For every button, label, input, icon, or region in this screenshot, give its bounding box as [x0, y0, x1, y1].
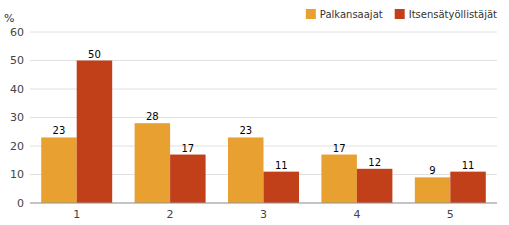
bar: [264, 172, 299, 203]
y-tick-label: 40: [10, 83, 24, 96]
legend-label: Itsensätyöllistäjät: [409, 9, 497, 20]
bar: [170, 155, 205, 203]
bar: [357, 169, 392, 203]
chart: 0102030405060%232823179501711121112345It…: [0, 0, 509, 225]
bar: [415, 177, 450, 203]
data-label: 17: [181, 143, 194, 154]
y-tick-label: 10: [10, 168, 24, 181]
y-tick-label: 20: [10, 140, 24, 153]
data-label: 11: [275, 160, 288, 171]
x-tick-label: 2: [167, 208, 174, 221]
y-tick-label: 30: [10, 111, 24, 124]
data-label: 28: [146, 111, 159, 122]
y-tick-label: 0: [17, 197, 24, 210]
x-tick-label: 5: [447, 208, 454, 221]
data-label: 50: [88, 49, 101, 60]
data-label: 9: [429, 165, 435, 176]
data-label: 12: [368, 157, 381, 168]
grid-line: [30, 32, 497, 33]
bar: [450, 172, 485, 203]
x-tick-label: 3: [260, 208, 267, 221]
legend-label: Palkansaajat: [320, 9, 383, 20]
y-tick-label: 50: [10, 54, 24, 67]
bar: [228, 137, 263, 203]
bar: [135, 123, 170, 203]
x-tick-label: 4: [353, 208, 360, 221]
data-label: 23: [239, 125, 252, 136]
data-label: 17: [333, 143, 346, 154]
bar: [41, 137, 76, 203]
grid-line: [30, 203, 497, 204]
bars: [41, 61, 486, 204]
data-label: 11: [462, 160, 475, 171]
bar: [77, 61, 112, 204]
legend-swatch: [395, 9, 405, 19]
legend-swatch: [306, 9, 316, 19]
bar: [321, 155, 356, 203]
data-label: 23: [53, 125, 66, 136]
y-tick-label: 60: [10, 26, 24, 39]
x-axis-line: [30, 203, 497, 204]
x-tick-label: 1: [73, 208, 80, 221]
y-axis-label: %: [4, 12, 14, 25]
